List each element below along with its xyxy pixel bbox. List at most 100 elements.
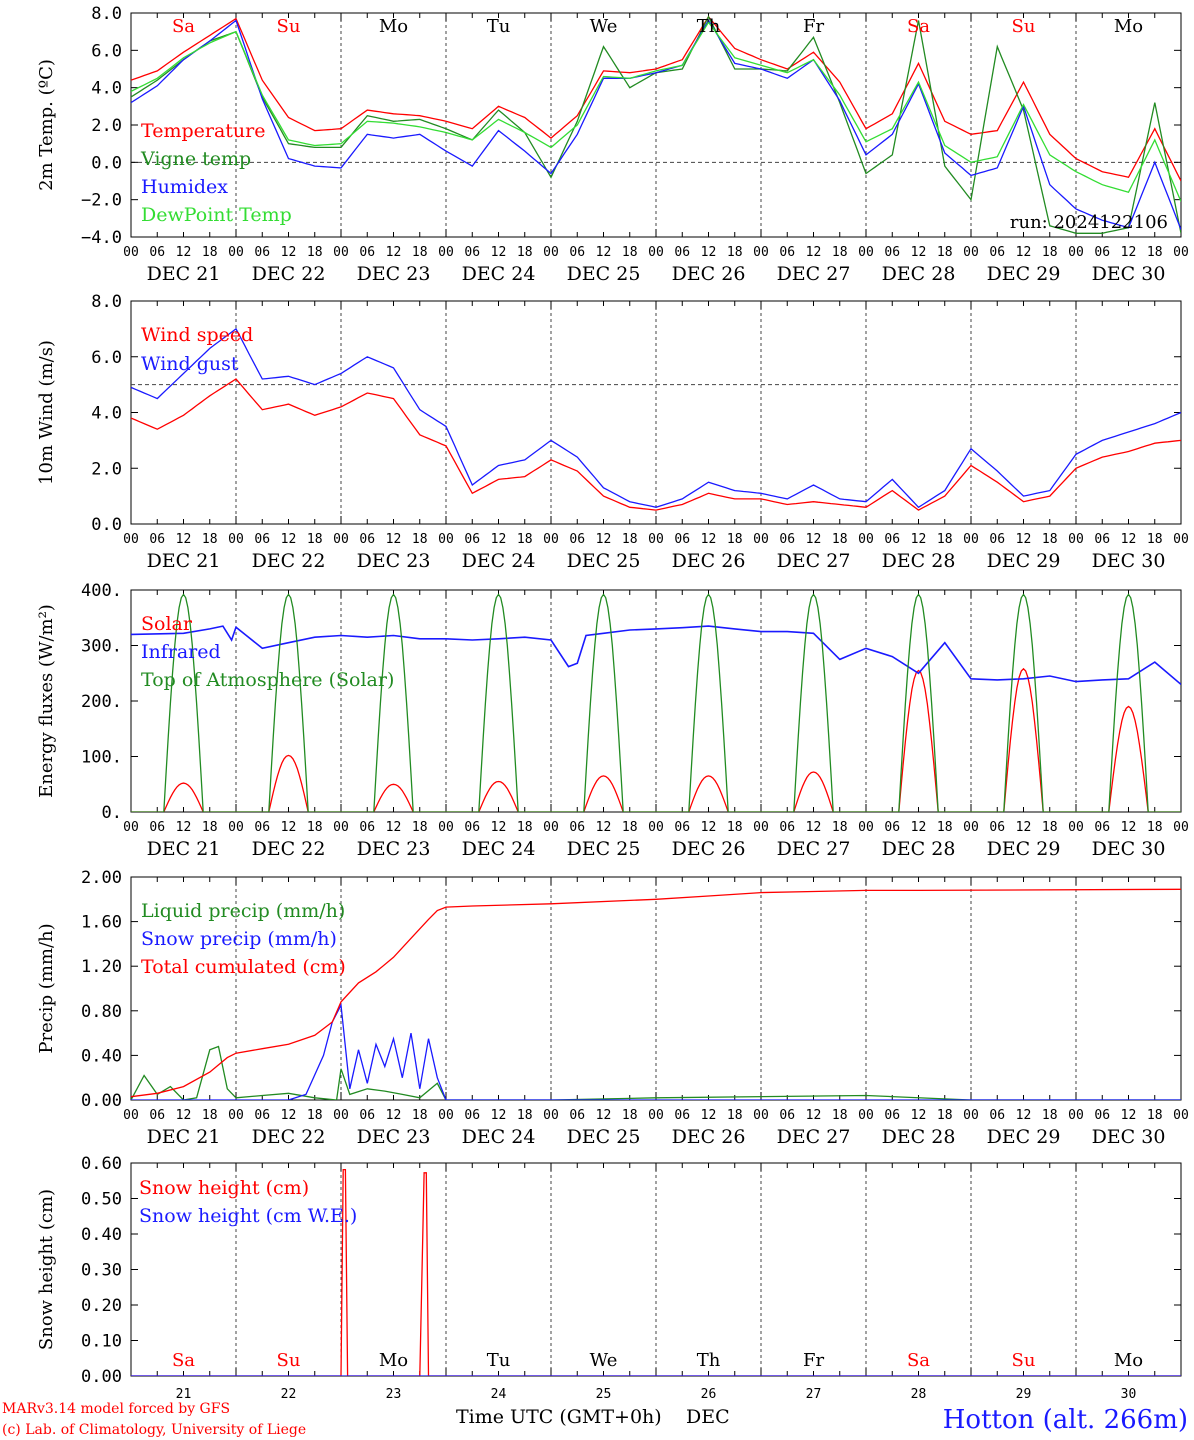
x-date-label: DEC 23 — [357, 550, 431, 572]
x-hour-label: 18 — [412, 1108, 428, 1123]
x-hour-label: 00 — [228, 245, 244, 260]
x-hour-label: 12 — [911, 532, 927, 547]
x-hour-label: 00 — [543, 1108, 559, 1123]
y-tick-label: 200. — [81, 692, 122, 712]
x-hour-label: 00 — [333, 1108, 349, 1123]
y-tick-label: 0.0 — [91, 515, 122, 535]
x-hour-label: 06 — [359, 245, 375, 260]
weekday-label: Sa — [907, 16, 930, 37]
x-hour-label: 12 — [281, 532, 297, 547]
x-hour-label: 06 — [569, 245, 585, 260]
weekday-label: We — [590, 1350, 618, 1371]
x-date-label: DEC 29 — [987, 1126, 1061, 1148]
legend-vigne-temp: Vigne temp — [140, 148, 251, 170]
x-hour-label: 06 — [569, 1108, 585, 1123]
x-date-label: DEC 29 — [987, 550, 1061, 572]
y-tick-label: 2.00 — [81, 868, 122, 888]
x-hour-label: 00 — [438, 1108, 454, 1123]
x-hour-label: 12 — [806, 820, 822, 835]
weekday-label: Tu — [487, 16, 511, 37]
x-day-number: 30 — [1121, 1387, 1137, 1402]
y-tick-label: 0.00 — [81, 1091, 122, 1111]
run-label: run: 2024122106 — [1010, 212, 1168, 233]
xaxis-title: Time UTC (GMT+0h) — [456, 1406, 662, 1428]
x-date-label: DEC 30 — [1092, 263, 1166, 285]
y-tick-label: −2.0 — [81, 191, 122, 211]
x-date-label: DEC 25 — [567, 838, 641, 860]
series-group — [131, 1168, 1181, 1376]
y-tick-label: 6.0 — [91, 41, 122, 61]
x-hour-label: 12 — [1016, 532, 1032, 547]
legend-top-of-atmosphere-solar-: Top of Atmosphere (Solar) — [141, 669, 394, 691]
plot-frame — [130, 300, 1182, 525]
y-tick-label: 0.20 — [81, 1296, 122, 1316]
x-date-label: DEC 22 — [252, 1126, 326, 1148]
x-hour-label: 18 — [517, 245, 533, 260]
x-date-label: DEC 30 — [1092, 838, 1166, 860]
x-hour-label: 18 — [832, 532, 848, 547]
x-hour-label: 12 — [386, 820, 402, 835]
x-hour-label: 18 — [622, 532, 638, 547]
x-hour-label: 12 — [1121, 820, 1137, 835]
x-date-label: DEC 22 — [252, 550, 326, 572]
x-day-number: 23 — [386, 1387, 402, 1402]
series-group — [131, 15, 1181, 234]
x-hour-label: 12 — [806, 532, 822, 547]
x-hour-label: 12 — [386, 532, 402, 547]
x-date-label: DEC 21 — [147, 550, 221, 572]
x-hour-label: 18 — [517, 820, 533, 835]
x-hour-label: 12 — [176, 532, 192, 547]
x-hour-label: 06 — [359, 1108, 375, 1123]
x-hour-label: 18 — [727, 1108, 743, 1123]
x-date-label: DEC 27 — [777, 550, 851, 572]
x-day-number: 28 — [911, 1387, 927, 1402]
x-hour-label: 06 — [1094, 245, 1110, 260]
legend-snow-height-cm-w-e-: Snow height (cm W.E.) — [139, 1205, 357, 1227]
x-hour-label: 18 — [727, 532, 743, 547]
x-hour-label: 00 — [543, 820, 559, 835]
x-hour-label: 06 — [779, 820, 795, 835]
x-hour-label: 12 — [911, 820, 927, 835]
x-hour-label: 12 — [281, 820, 297, 835]
x-date-label: DEC 30 — [1092, 550, 1166, 572]
x-hour-label: 00 — [123, 245, 139, 260]
x-hour-label: 06 — [884, 1108, 900, 1123]
x-hour-label: 06 — [989, 820, 1005, 835]
x-hour-label: 00 — [1068, 532, 1084, 547]
x-hour-label: 00 — [438, 820, 454, 835]
x-hour-label: 18 — [937, 245, 953, 260]
series-group — [131, 327, 1181, 511]
x-hour-label: 00 — [228, 1108, 244, 1123]
x-hour-label: 00 — [858, 532, 874, 547]
x-hour-label: 00 — [123, 1108, 139, 1123]
series-group — [131, 888, 1181, 1100]
x-date-label: DEC 22 — [252, 838, 326, 860]
panel-temp: −4.0 −2.0 0.0 2.0 4.0 6.0 8.0 2m Temp. (ºC) Temp… — [36, 4, 1189, 285]
x-hour-label: 12 — [281, 1108, 297, 1123]
series-line-wind-speed — [131, 378, 1181, 511]
x-date-label: DEC 22 — [252, 263, 326, 285]
x-hour-label: 18 — [622, 245, 638, 260]
x-hour-label: 00 — [753, 532, 769, 547]
x-hour-label: 06 — [1094, 532, 1110, 547]
x-hour-label: 18 — [1042, 820, 1058, 835]
x-hour-label: 18 — [832, 820, 848, 835]
x-hour-label: 06 — [779, 1108, 795, 1123]
x-hour-label: 18 — [517, 1108, 533, 1123]
x-date-label: DEC 21 — [147, 1126, 221, 1148]
x-date-label: DEC 29 — [987, 263, 1061, 285]
x-hour-label: 06 — [884, 820, 900, 835]
x-hour-label: 18 — [832, 245, 848, 260]
x-hour-label: 12 — [701, 1108, 717, 1123]
x-date-label: DEC 28 — [882, 838, 956, 860]
y-tick-label: 6.0 — [91, 348, 122, 368]
x-hour-label: 18 — [1042, 532, 1058, 547]
x-hour-label: 00 — [753, 820, 769, 835]
legend-dewpoint-temp: DewPoint Temp — [141, 204, 292, 226]
y-tick-label: 400. — [81, 581, 122, 601]
x-hour-label: 00 — [1173, 532, 1189, 547]
x-hour-label: 06 — [779, 245, 795, 260]
series-line-dewpoint-temp — [131, 21, 1181, 202]
x-date-label: DEC 24 — [462, 263, 536, 285]
x-hour-label: 06 — [674, 245, 690, 260]
